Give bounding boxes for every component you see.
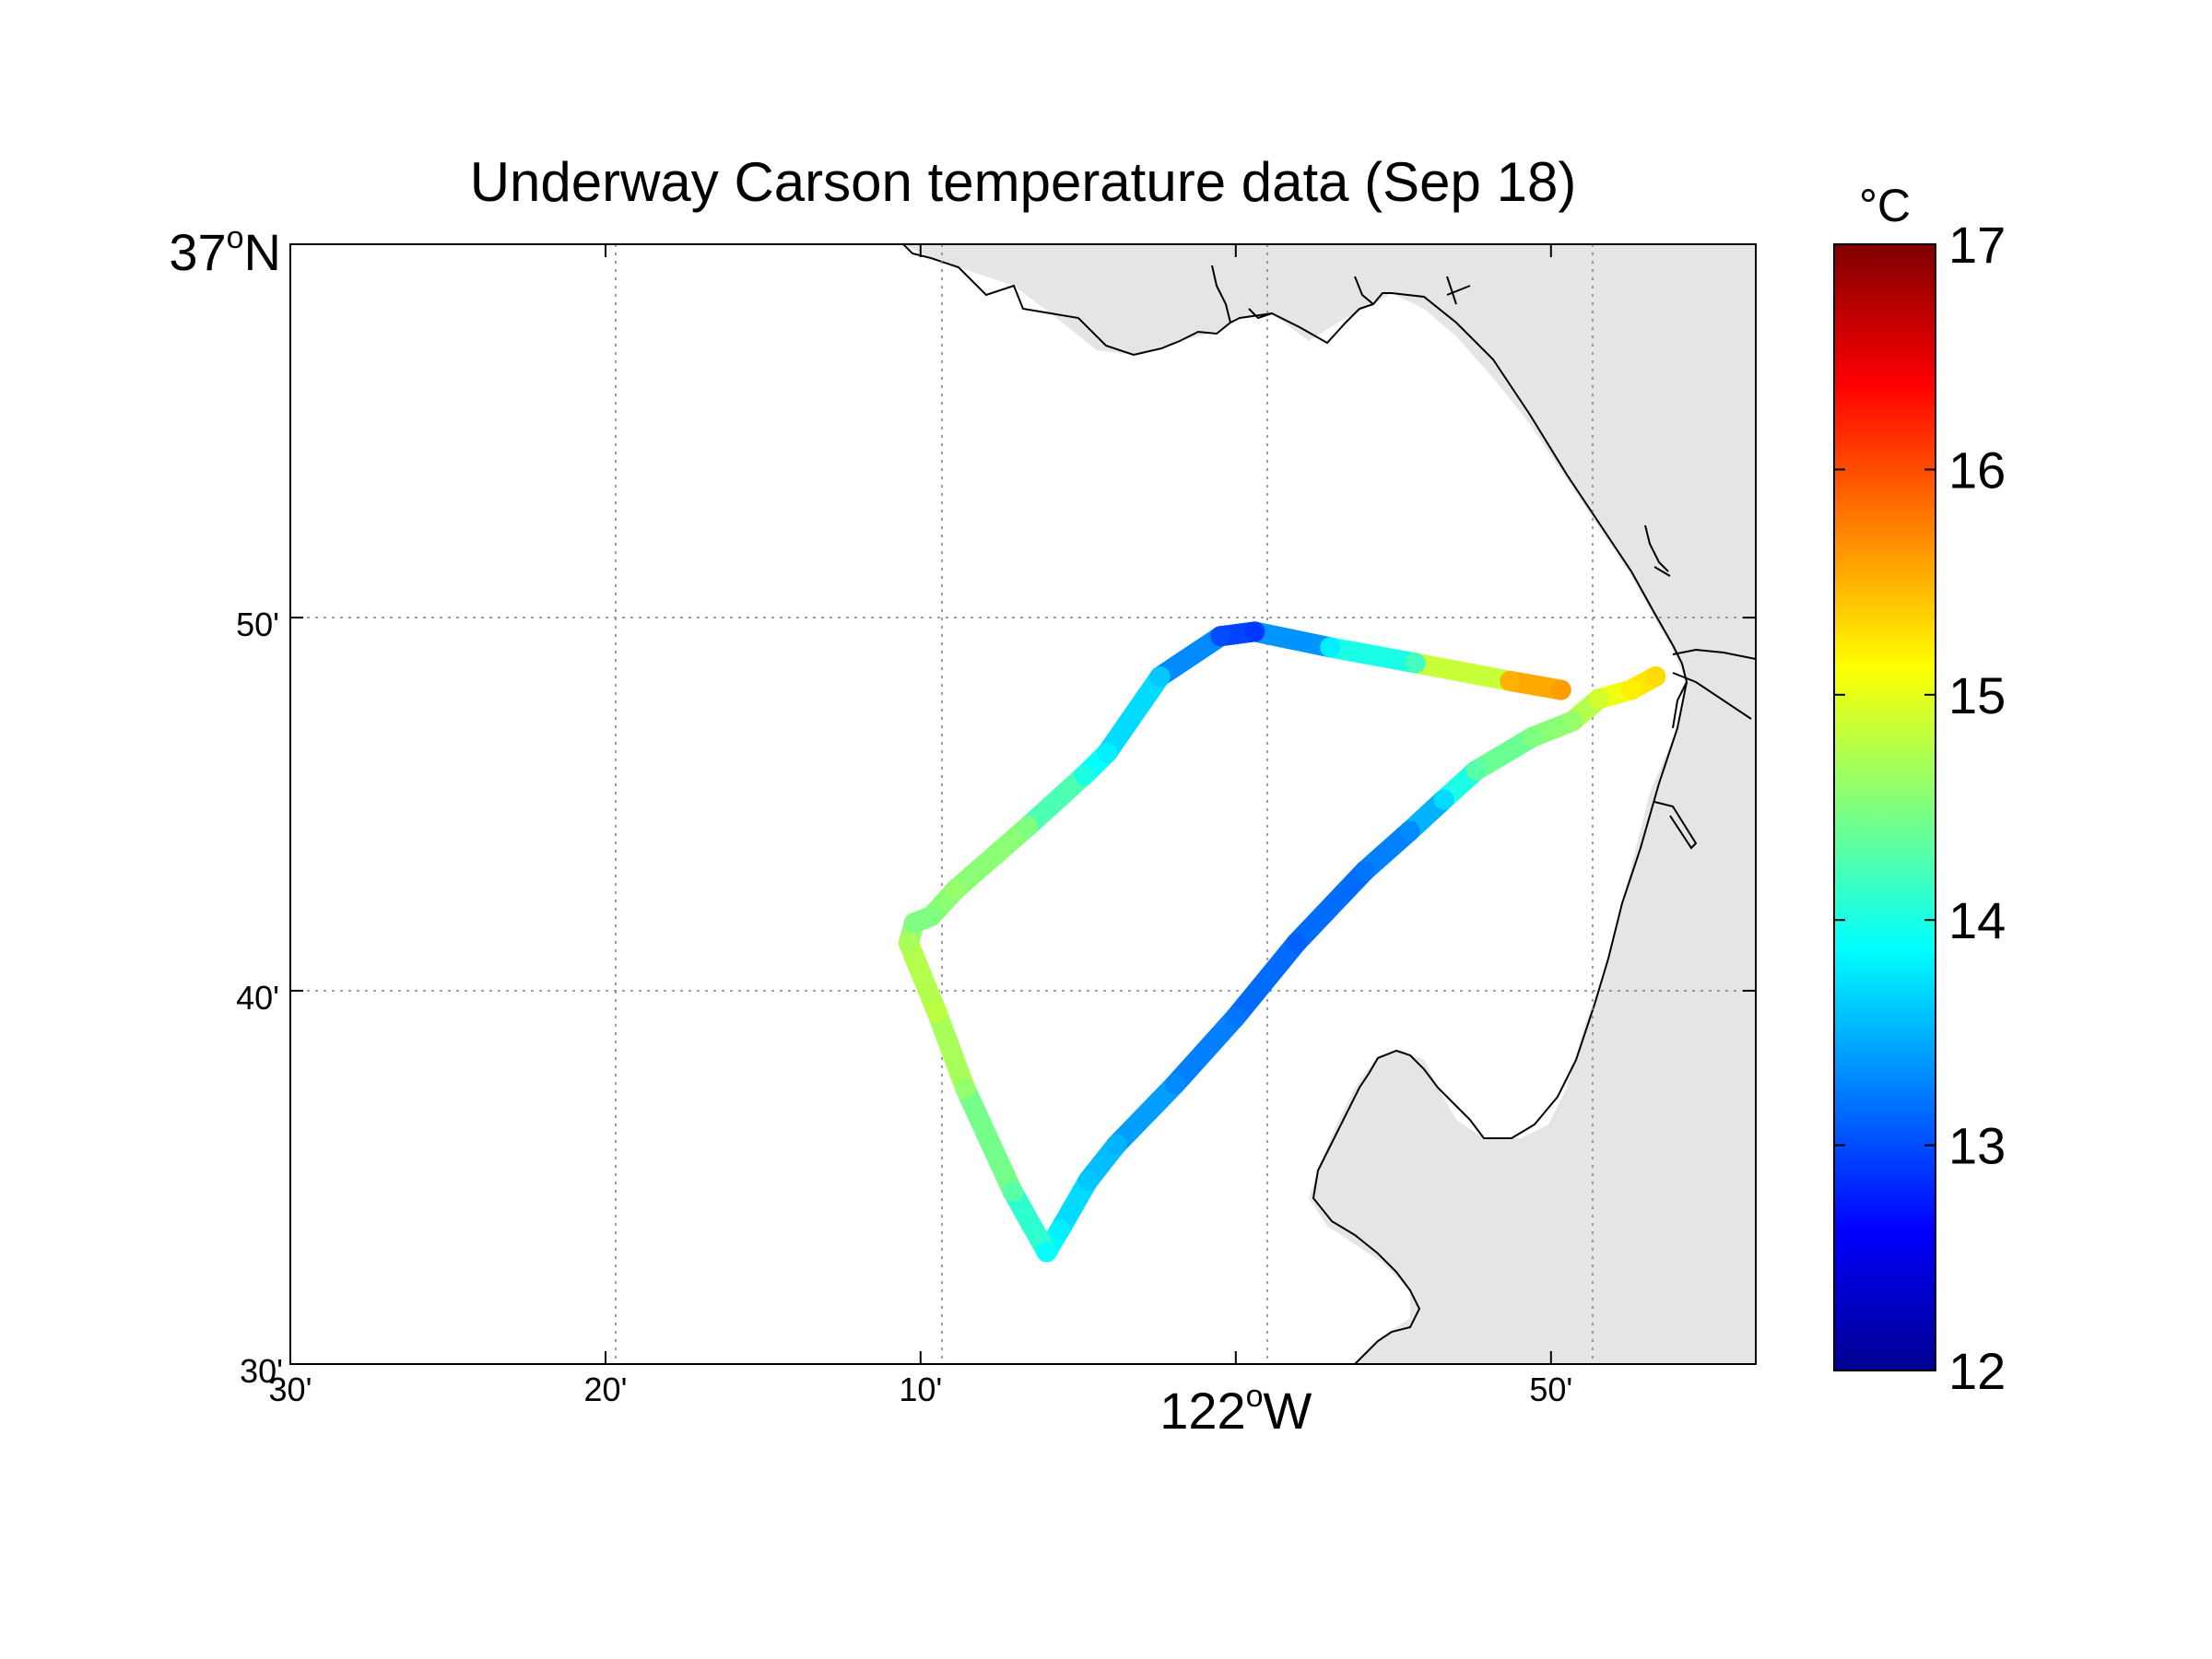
track-point [955,1078,976,1100]
track-point [1244,621,1265,642]
x-major-tick-label: 122oW [1159,1379,1312,1440]
track-point [1074,764,1095,785]
track-point [1465,760,1487,782]
tick-marks [289,244,1756,1364]
colorbar-tick-label: 12 [1948,1342,2006,1400]
grid-lines [290,244,1756,1364]
plot-frame [289,243,1757,1365]
track-segment [1002,1181,1057,1263]
track-segment [1165,1006,1246,1095]
track-point [1097,742,1118,763]
track-segment [1244,621,1341,658]
colorbar-tick-label: 15 [1948,666,2006,724]
x-tick-label: 50' [1529,1371,1572,1408]
track-point [904,912,925,934]
coastline [902,244,1688,1364]
colorbar-unit: °C [1859,180,1911,231]
track-point [1433,789,1454,810]
track-segment [1286,861,1375,954]
chart-title: Underway Carson temperature data (Sep 18… [470,151,1577,213]
colorbar-tick-label: 17 [1948,216,2006,274]
track-point [1036,1241,1057,1263]
y-major-tick-label: 37oN [169,220,281,281]
track-point [1165,1074,1186,1095]
ship-track [898,621,1666,1263]
colorbar-tick-label: 16 [1948,441,2006,499]
track-point [1050,1219,1071,1241]
track-point [1286,933,1307,954]
track-point [1561,711,1583,732]
track-segment [898,933,947,1023]
track-point [946,878,967,900]
map-axes: 30' 20' 10' 50' 122oW 40' 50' 30' 37oN [169,220,1757,1440]
track-point [898,933,919,954]
track-point [1522,726,1543,747]
track-point [921,906,942,926]
colorbar-frame [1833,243,1936,1371]
y-tick-label-bottom: 30' [240,1352,283,1390]
land-north-coast [903,244,1756,1364]
track-segment [1320,637,1426,674]
track-segment [1106,1074,1186,1155]
x-tick-label: 30' [269,1371,312,1408]
colorbar-tick-label: 13 [1948,1117,2006,1175]
tick-labels: 30' 20' 10' 50' 122oW 40' 50' 30' 37oN [169,220,1572,1440]
track-segment [1018,764,1095,837]
track-point [1210,626,1231,647]
track-point [1149,665,1171,687]
track-segment [946,816,1039,900]
track-point [1620,679,1641,700]
land-layer [902,244,1756,1364]
track-segment [1405,653,1521,691]
track-segment [1225,933,1307,1028]
track-point [1399,820,1420,841]
track-point [926,1002,947,1023]
track-segment [1149,626,1231,687]
colorbar-gradient [1834,244,1936,1371]
track-point [1077,1170,1099,1191]
track-point [1550,679,1571,700]
track-point [1018,816,1039,837]
track-point [1645,665,1666,687]
track-segment [926,1002,976,1100]
rivers [1211,265,1756,850]
track-segment [955,1078,1023,1202]
colorbar-tick-label: 14 [1948,891,2006,949]
track-point [1320,637,1341,658]
x-tick-label: 10' [899,1371,942,1408]
track-segment [1097,665,1171,763]
colorbar: °C 12 13 14 15 16 17 [1833,180,2006,1400]
track-point [1354,861,1375,882]
colorbar-ticks: 12 13 14 15 16 17 [1834,216,2006,1400]
x-tick-label: 20' [584,1371,628,1408]
track-point [1500,670,1521,691]
y-tick-label: 40' [236,979,279,1017]
track-point [1225,1006,1246,1028]
track-segment [1465,726,1543,782]
track-point [1588,688,1609,710]
y-tick-label: 50' [236,606,279,643]
track-point [1405,653,1426,674]
track-point [1106,1134,1127,1155]
track-point [1002,1181,1023,1202]
